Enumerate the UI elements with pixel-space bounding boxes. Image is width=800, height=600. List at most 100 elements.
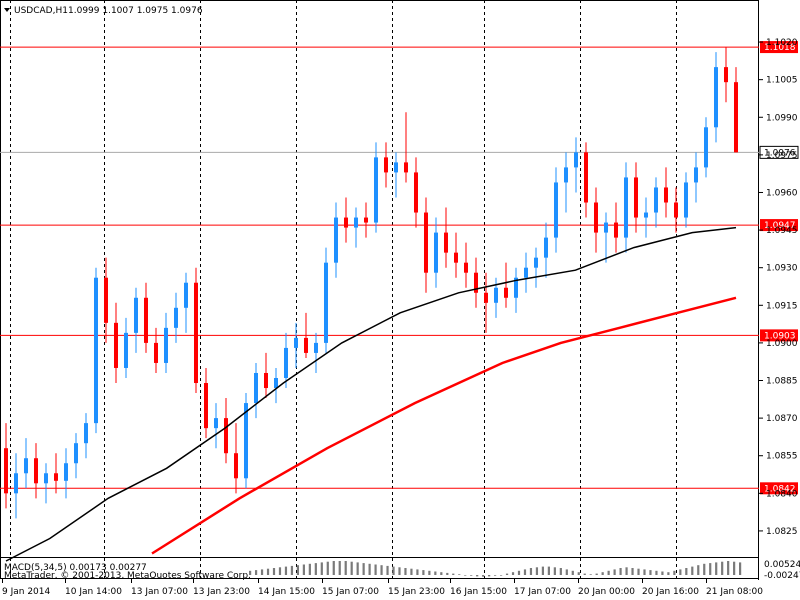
candle-body	[224, 418, 228, 454]
candle-body	[714, 67, 718, 128]
candle-body	[334, 217, 338, 263]
macd-bar	[278, 567, 282, 575]
time-axis: 9 Jan 2014 10 Jan 14:00 13 Jan 07:00 13 Jan…	[2, 579, 763, 597]
y-tick-label: 1.0885	[766, 377, 798, 387]
candle-body	[34, 458, 38, 484]
macd-bar	[482, 575, 485, 577]
candle-body	[364, 217, 368, 223]
macd-bar	[356, 562, 359, 575]
candle-body	[284, 347, 288, 378]
macd-bar	[643, 569, 646, 575]
macd-bar	[488, 575, 491, 577]
candle-body	[194, 282, 198, 384]
level-label: 1.0842	[764, 484, 796, 494]
candle-body	[514, 277, 518, 298]
x-tick-label: 13 Jan 07:00	[131, 587, 188, 597]
macd-bar	[249, 570, 252, 575]
macd-bar	[350, 561, 353, 575]
macd-bar	[386, 565, 389, 575]
y-tick-label: 1.0960	[766, 188, 798, 198]
macd-bar	[254, 570, 258, 575]
y-tick-label: 1.1005	[766, 76, 798, 86]
macd-bar	[577, 572, 580, 575]
candle-body	[614, 222, 618, 238]
plot-frame	[0, 0, 759, 579]
candle-body	[434, 232, 438, 273]
candle-body	[674, 202, 678, 218]
macd-bar	[583, 573, 586, 575]
macd-bar	[685, 568, 688, 575]
candle-body	[114, 322, 118, 368]
x-tick-label: 20 Jan 16:00	[642, 587, 699, 597]
macd-bar	[595, 573, 598, 575]
macd-bar	[302, 564, 305, 575]
macd-bar	[404, 568, 407, 575]
candle-body	[404, 162, 408, 173]
macd-bar	[440, 572, 443, 575]
y-tick-label: 1.0975	[766, 151, 798, 161]
candle-body	[324, 262, 328, 343]
candlestick-series	[4, 47, 738, 519]
macd-bar	[476, 575, 479, 577]
macd-bar	[553, 567, 556, 575]
macd-bar	[649, 570, 652, 575]
macd-bar	[362, 563, 365, 575]
candle-body	[314, 342, 318, 353]
macd-bar	[733, 561, 736, 575]
macd-bar	[260, 569, 264, 575]
macd-bar	[739, 562, 742, 575]
x-tick-label: 15 Jan 23:00	[388, 587, 445, 597]
macd-bar	[673, 570, 676, 575]
candle-body	[594, 202, 598, 233]
ma-fast-line	[5, 226, 737, 562]
candle-body	[94, 277, 98, 424]
macd-bar	[326, 561, 329, 575]
macd-bar	[523, 569, 527, 575]
macd-scale-bottom: -0.00247	[764, 571, 800, 581]
macd-bar	[332, 561, 335, 575]
copyright-label: MetaTrader, © 2001-2013, MetaQuotes Soft…	[4, 571, 251, 581]
macd-bar	[589, 574, 592, 575]
macd-bar	[727, 561, 730, 575]
candle-body	[214, 418, 218, 429]
candle-body	[74, 443, 78, 464]
macd-bar	[667, 572, 670, 575]
ohlc-label: 1.0999 1.1007 1.0975 1.0976	[68, 6, 203, 16]
macd-bar	[398, 567, 401, 575]
chart-menu-triangle-icon[interactable]	[4, 8, 10, 12]
candle-body	[554, 182, 558, 238]
candle-body	[424, 212, 428, 273]
macd-bar	[272, 568, 276, 575]
macd-bar	[547, 566, 550, 575]
candle-body	[704, 127, 708, 168]
level-label-bg-1	[760, 219, 798, 232]
macd-bar	[308, 563, 311, 575]
macd-bar	[607, 570, 610, 575]
macd-bar	[691, 566, 694, 575]
candle-body	[634, 177, 638, 218]
level-label: 1.0947	[764, 221, 796, 231]
macd-bar	[613, 569, 616, 575]
macd-bar	[511, 572, 515, 575]
x-tick-label: 10 Jan 14:00	[65, 587, 122, 597]
macd-bar	[637, 568, 640, 575]
y-tick-label: 1.0825	[766, 527, 798, 537]
macd-bar	[541, 566, 545, 575]
macd-bar	[446, 572, 449, 575]
candle-body	[654, 187, 658, 213]
candle-body	[384, 157, 388, 173]
current-price-label-bg	[759, 145, 799, 159]
candle-body	[144, 297, 148, 343]
candle-body	[474, 272, 478, 293]
macd-bar	[368, 563, 371, 575]
candle-body	[644, 212, 648, 218]
x-tick-label: 17 Jan 07:00	[514, 587, 571, 597]
candle-body	[44, 473, 48, 484]
candle-body	[504, 287, 508, 298]
candle-body	[454, 252, 458, 263]
y-tick-label: 1.0945	[766, 226, 798, 236]
candle-body	[244, 403, 248, 479]
macd-bar	[416, 569, 419, 575]
candle-body	[64, 463, 68, 481]
